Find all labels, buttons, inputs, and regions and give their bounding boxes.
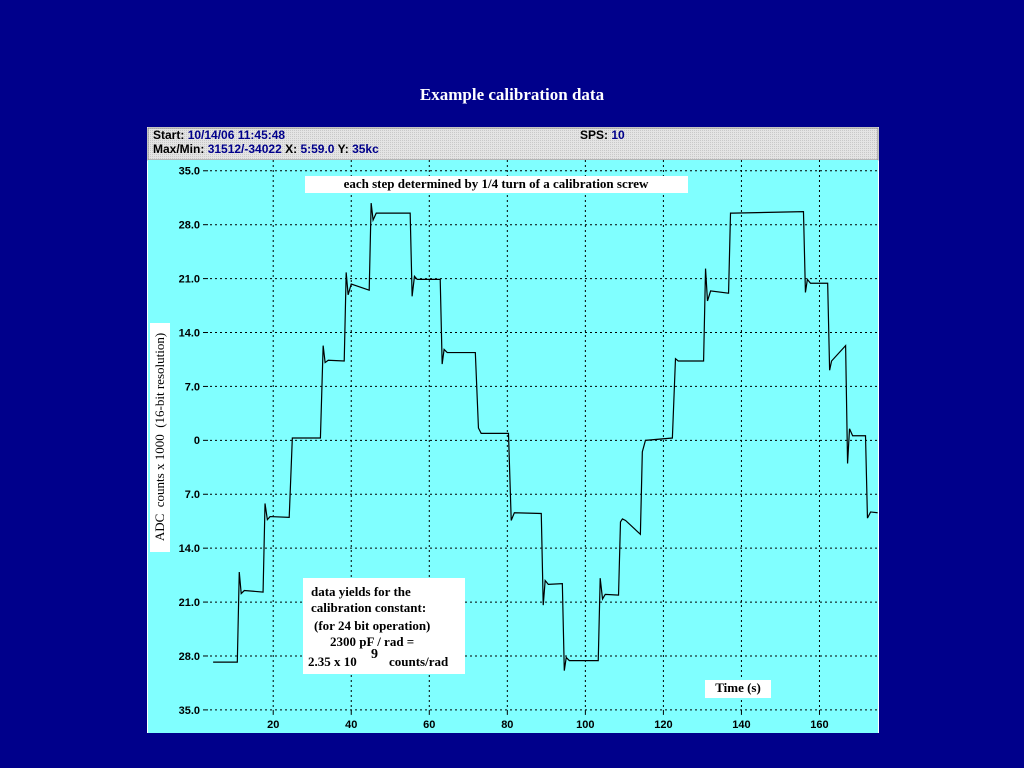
label: Y: bbox=[338, 142, 349, 156]
x-axis-label: Time (s) bbox=[715, 680, 761, 695]
annotation-box bbox=[305, 176, 688, 193]
y-tick-label: 28.0 bbox=[179, 651, 200, 663]
y-tick-label: 7.0 bbox=[185, 381, 200, 393]
x-tick-label: 80 bbox=[501, 719, 513, 731]
x-tick-label: 100 bbox=[576, 719, 594, 731]
y-tick-label: 7.0 bbox=[185, 489, 200, 501]
x-tick-label: 140 bbox=[732, 719, 750, 731]
note-unit: counts/rad bbox=[389, 654, 449, 669]
label: Max/Min: bbox=[153, 142, 204, 156]
y-tick-label: 35.0 bbox=[179, 166, 200, 178]
value: 5:59.0 bbox=[300, 142, 334, 156]
status-sps: SPS: 10 bbox=[580, 128, 625, 142]
note-exponent: 9 bbox=[371, 647, 378, 662]
annotation: each step determined by 1/4 turn of a ca… bbox=[344, 176, 649, 191]
y-axis-label: ADC counts x 1000 (16-bit resolution) bbox=[152, 333, 167, 541]
label: SPS: bbox=[580, 128, 608, 142]
y-tick-label: 35.0 bbox=[179, 705, 200, 717]
annotations: each step determined by 1/4 turn of a ca… bbox=[150, 176, 771, 698]
status-line-1: Start: 10/14/06 11:45:48 bbox=[153, 128, 285, 142]
data-line bbox=[213, 203, 878, 671]
y-tick-label: 21.0 bbox=[179, 274, 200, 286]
slide-title: Example calibration data bbox=[420, 85, 605, 104]
x-tick-label: 20 bbox=[267, 719, 279, 731]
label: X: bbox=[285, 142, 297, 156]
label: Start: bbox=[153, 128, 184, 142]
status-line-2: Max/Min: 31512/-34022 X: 5:59.0 Y: 35kc bbox=[153, 142, 379, 156]
x-tick-label: 60 bbox=[423, 719, 435, 731]
note-line: data yields for the bbox=[311, 584, 411, 599]
note-box bbox=[303, 578, 465, 674]
y-tick-label: 28.0 bbox=[179, 220, 200, 232]
y-label-box bbox=[150, 323, 170, 552]
note-line: 2300 pF / rad = bbox=[330, 634, 414, 649]
y-tick-label: 21.0 bbox=[179, 597, 200, 609]
note-line: calibration constant: bbox=[311, 600, 426, 615]
note-line: (for 24 bit operation) bbox=[314, 618, 430, 633]
y-tick-label: 14.0 bbox=[179, 327, 200, 339]
x-tick-label: 160 bbox=[810, 719, 828, 731]
y-tick-label: 0 bbox=[194, 435, 200, 447]
value: 31512/-34022 bbox=[208, 142, 282, 156]
y-tick-label: 14.0 bbox=[179, 543, 200, 555]
value: 35kc bbox=[352, 142, 379, 156]
plot-area bbox=[148, 160, 878, 733]
x-label-box bbox=[705, 680, 771, 698]
value: 10 bbox=[611, 128, 625, 142]
note-base: 2.35 x 10 bbox=[308, 654, 357, 669]
x-tick-label: 40 bbox=[345, 719, 357, 731]
value: 10/14/06 11:45:48 bbox=[188, 128, 286, 142]
plot: 35.0 28.0 21.0 14.0 7.0 0 7.0 14.0 21.0 28.0 35.0 2… bbox=[179, 160, 878, 731]
x-tick-label: 120 bbox=[654, 719, 672, 731]
